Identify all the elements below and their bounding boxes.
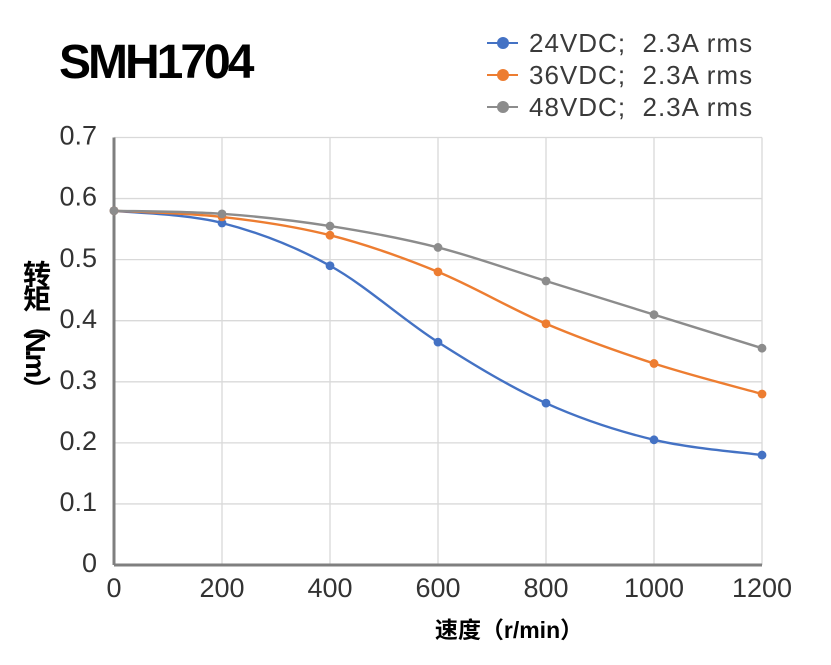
svg-text:1200: 1200: [732, 573, 792, 603]
svg-text:200: 200: [199, 573, 244, 603]
svg-text:0.4: 0.4: [59, 304, 97, 334]
svg-text:0.1: 0.1: [59, 487, 97, 517]
svg-text:0: 0: [82, 548, 97, 578]
svg-text:0: 0: [106, 573, 121, 603]
svg-text:0.3: 0.3: [59, 365, 97, 395]
svg-text:0.6: 0.6: [59, 182, 97, 212]
svg-text:800: 800: [523, 573, 568, 603]
svg-text:400: 400: [307, 573, 352, 603]
svg-text:1000: 1000: [624, 573, 684, 603]
svg-text:0.5: 0.5: [59, 243, 97, 273]
svg-text:0.7: 0.7: [59, 121, 97, 151]
svg-text:600: 600: [415, 573, 460, 603]
svg-text:0.2: 0.2: [59, 426, 97, 456]
